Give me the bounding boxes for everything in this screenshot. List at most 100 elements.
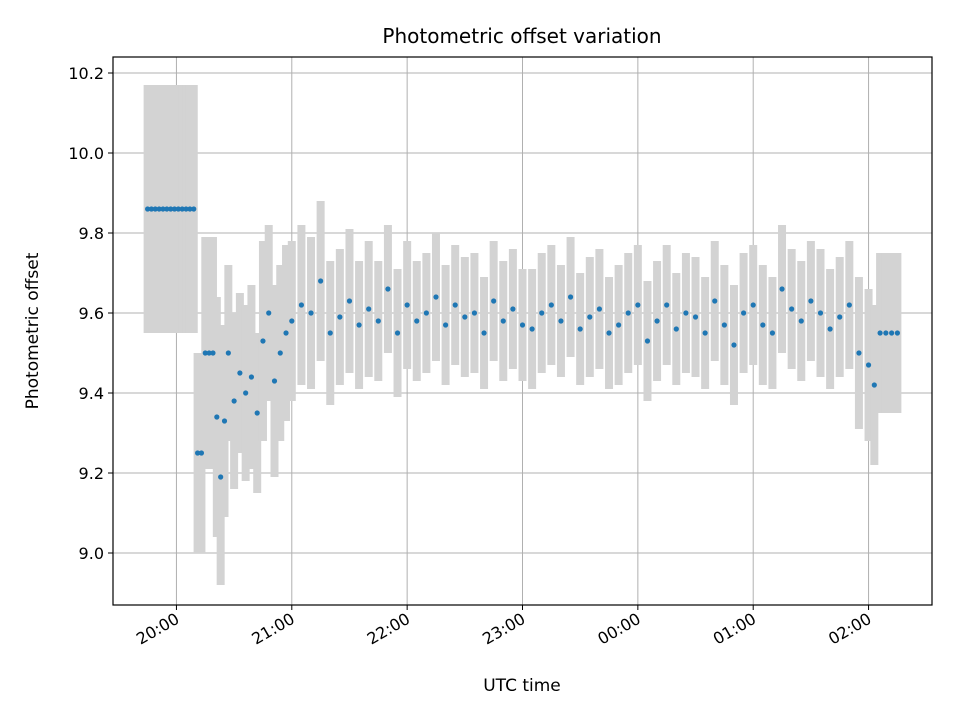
data-point [337, 314, 343, 320]
data-point [277, 350, 283, 356]
data-point [156, 206, 162, 212]
data-point [254, 410, 260, 416]
data-point [179, 206, 185, 212]
y-axis-ticks: 9.0 9.2 9.4 9.6 9.8 10.0 10.2 [68, 64, 113, 563]
data-point [442, 322, 449, 328]
data-point [206, 350, 212, 356]
data-point [145, 206, 151, 212]
data-point [260, 338, 266, 344]
data-point [152, 206, 158, 212]
data-point [148, 206, 155, 212]
data-point [266, 310, 272, 316]
data-point [654, 318, 660, 324]
data-point [243, 390, 249, 396]
data-point [183, 206, 189, 212]
data-point [606, 330, 612, 336]
data-point [414, 318, 420, 324]
data-point [433, 294, 439, 300]
data-point [519, 322, 526, 328]
data-point [750, 302, 756, 308]
data-point [194, 450, 201, 456]
data-point [481, 330, 487, 336]
data-point [191, 206, 197, 212]
data-point [210, 350, 216, 356]
data-point [871, 382, 877, 388]
data-point [635, 302, 641, 308]
data-point [837, 314, 843, 320]
data-point [214, 414, 220, 420]
data-point [221, 418, 228, 424]
data-point [175, 206, 181, 212]
data-point [375, 318, 381, 324]
data-point [510, 306, 516, 312]
data-point [346, 298, 353, 304]
data-point [202, 350, 208, 356]
data-point [789, 306, 795, 312]
data-point [298, 302, 305, 308]
data-point [779, 286, 785, 292]
data-point [692, 314, 699, 320]
y-tick-label: 9.0 [79, 544, 104, 563]
data-point [491, 298, 497, 304]
data-point [846, 302, 852, 308]
data-points [145, 206, 900, 480]
data-point [356, 322, 362, 328]
data-point [171, 206, 178, 212]
data-point [366, 306, 372, 312]
data-point [596, 306, 603, 312]
data-point [198, 450, 205, 456]
data-point [683, 310, 689, 316]
data-point [271, 378, 278, 384]
data-point [423, 310, 429, 316]
data-point [529, 326, 535, 332]
data-point [817, 310, 824, 316]
data-point [883, 330, 889, 336]
y-tick-label: 9.2 [79, 464, 104, 483]
data-point [327, 330, 333, 336]
data-point [702, 330, 708, 336]
y-tick-label: 10.2 [68, 64, 104, 83]
data-point [452, 302, 458, 308]
data-point [856, 350, 862, 356]
data-point [539, 310, 545, 316]
data-point [760, 322, 766, 328]
y-tick-label: 9.4 [79, 384, 104, 403]
data-point [248, 374, 255, 380]
data-point [616, 322, 622, 328]
data-point [808, 298, 814, 304]
y-tick-label: 9.8 [79, 224, 104, 243]
data-point [577, 326, 583, 332]
data-point [404, 302, 410, 308]
data-point [567, 294, 574, 300]
data-point [894, 330, 900, 336]
data-point [394, 330, 401, 336]
data-point [308, 310, 314, 316]
data-point [500, 318, 506, 324]
data-point [168, 206, 174, 212]
y-tick-label: 9.6 [79, 304, 104, 323]
y-tick-label: 10.0 [68, 144, 104, 163]
data-point [769, 330, 776, 336]
data-point [740, 310, 747, 316]
data-point [471, 310, 478, 316]
data-point [712, 298, 718, 304]
data-point [827, 326, 833, 332]
data-point [664, 302, 670, 308]
data-point [231, 398, 237, 404]
data-point [164, 206, 170, 212]
chart-title: Photometric offset variation [382, 24, 661, 48]
y-axis-title: Photometric offset [23, 252, 43, 409]
data-point [462, 314, 468, 320]
data-point [673, 326, 679, 332]
data-point [218, 474, 224, 480]
data-point [625, 310, 631, 316]
data-point [237, 370, 243, 376]
data-point [385, 286, 391, 292]
data-point [283, 330, 289, 336]
data-point [187, 206, 193, 212]
data-point [548, 302, 554, 308]
data-point [889, 330, 895, 336]
data-point [587, 314, 593, 320]
data-point [160, 206, 166, 212]
